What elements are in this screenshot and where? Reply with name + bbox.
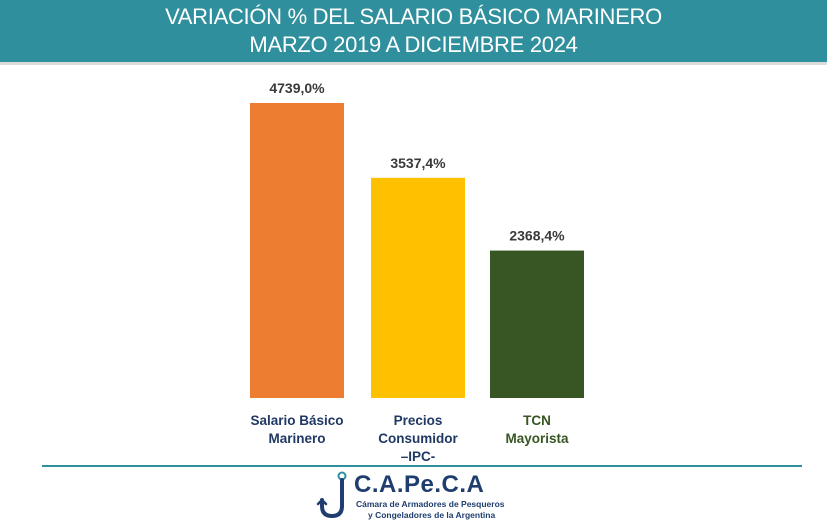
brand-subtitle-line2: y Congeladores de la Argentina bbox=[368, 510, 496, 520]
brand-name: C.A.Pe.C.A bbox=[354, 471, 485, 498]
title-bar: VARIACIÓN % DEL SALARIO BÁSICO MARINERO … bbox=[0, 0, 827, 62]
bar-value-label-3: 2368,4% bbox=[509, 228, 565, 244]
bar-value-label-1: 4739,0% bbox=[269, 80, 325, 96]
fish-hook-icon bbox=[316, 471, 347, 519]
bar-1 bbox=[250, 103, 344, 398]
bar-chart: 4739,0% Salario Básico Marinero 3537,4% Prec… bbox=[250, 80, 584, 464]
title-shadow bbox=[0, 62, 827, 65]
category-label-1-line-1: Salario Básico bbox=[250, 413, 343, 428]
footer-divider bbox=[42, 465, 802, 467]
category-label-2-line-2: Consumidor bbox=[378, 431, 458, 446]
bar-value-label-2: 3537,4% bbox=[390, 155, 446, 171]
bar-3 bbox=[490, 250, 584, 398]
category-label-2-line-3: –IPC- bbox=[401, 449, 436, 464]
category-label-1-line-2: Marinero bbox=[268, 431, 325, 446]
brand-subtitle-line1: Cámara de Armadores de Pesqueros bbox=[356, 499, 505, 509]
capeca-logo: C.A.Pe.C.A Cámara de Armadores de Pesque… bbox=[316, 470, 536, 522]
bar-2 bbox=[371, 177, 465, 398]
category-label-2-line-1: Precios bbox=[394, 413, 443, 428]
category-label-3-line-1: TCN bbox=[523, 413, 551, 428]
chart-title-line2: MARZO 2019 A DICIEMBRE 2024 bbox=[249, 32, 578, 57]
category-label-3-line-2: Mayorista bbox=[505, 431, 569, 446]
chart-title-line1: VARIACIÓN % DEL SALARIO BÁSICO MARINERO bbox=[165, 4, 662, 29]
